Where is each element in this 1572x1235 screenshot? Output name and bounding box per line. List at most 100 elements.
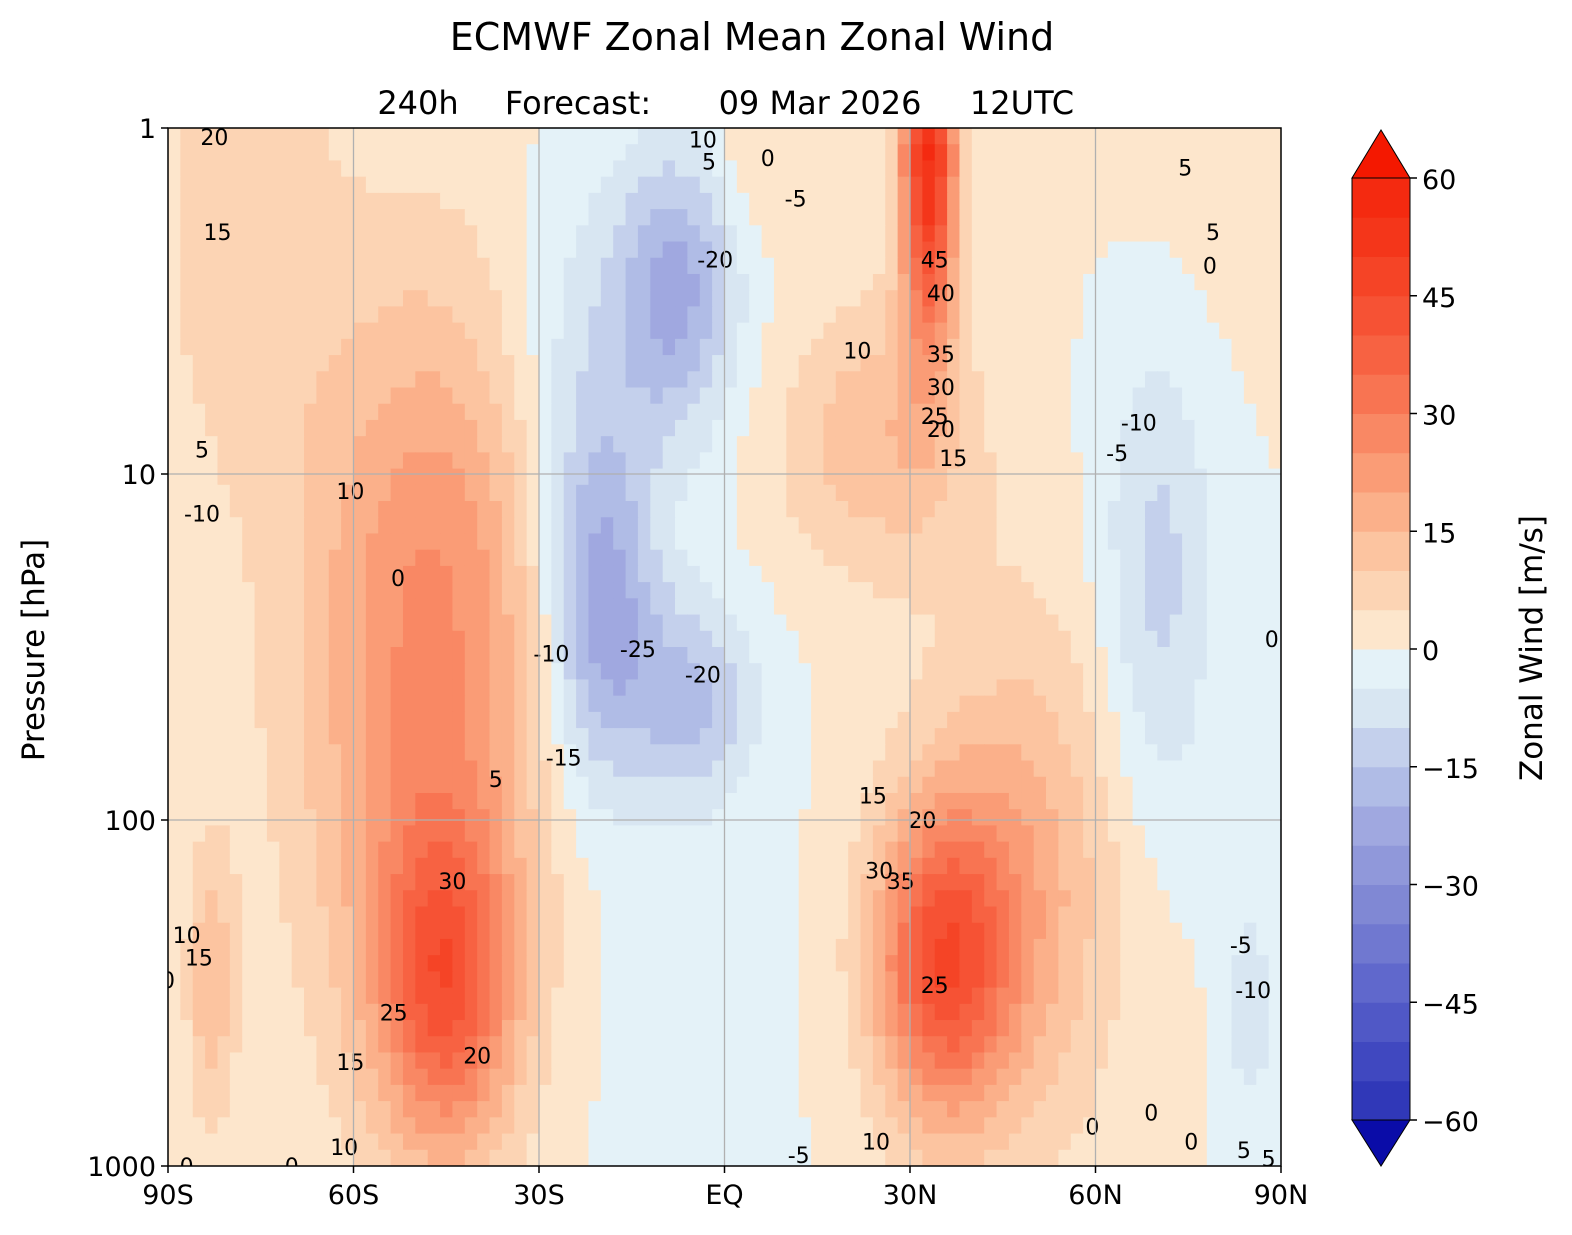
field-cell xyxy=(588,582,602,599)
field-cell xyxy=(600,1020,614,1037)
field-cell xyxy=(848,355,862,372)
field-cell xyxy=(934,144,948,162)
field-cell xyxy=(1021,971,1035,989)
field-cell xyxy=(773,387,787,405)
field-cell xyxy=(1231,744,1245,762)
field-cell xyxy=(885,695,899,713)
field-cell xyxy=(1219,598,1233,616)
field-cell xyxy=(464,322,478,340)
field-cell xyxy=(712,225,726,243)
field-cell xyxy=(613,614,627,632)
field-cell xyxy=(353,436,367,453)
field-cell xyxy=(1120,468,1134,486)
field-cell xyxy=(613,484,627,502)
field-cell xyxy=(600,987,614,1005)
field-cell xyxy=(1157,647,1171,664)
field-cell xyxy=(1182,419,1196,437)
field-cell xyxy=(1182,144,1196,162)
field-cell xyxy=(588,922,602,940)
field-cell xyxy=(823,192,837,210)
field-cell xyxy=(613,144,627,162)
field-cell xyxy=(168,338,181,356)
field-cell xyxy=(192,922,206,940)
field-cell xyxy=(872,306,886,324)
field-cell xyxy=(1144,322,1158,340)
field-cell xyxy=(464,614,478,632)
field-cell xyxy=(229,711,243,729)
field-cell xyxy=(687,874,701,891)
field-cell xyxy=(922,598,936,616)
field-cell xyxy=(378,549,392,567)
field-cell xyxy=(922,938,936,956)
field-cell xyxy=(266,841,280,859)
field-cell xyxy=(514,452,528,470)
field-cell xyxy=(910,484,923,502)
field-cell xyxy=(576,614,590,632)
field-cell xyxy=(773,744,787,762)
field-cell xyxy=(1046,192,1059,210)
field-cell xyxy=(1231,874,1245,891)
field-cell xyxy=(1120,144,1134,162)
field-cell xyxy=(180,679,194,697)
field-cell xyxy=(254,906,268,924)
field-cell xyxy=(242,273,256,291)
field-cell xyxy=(1070,273,1084,291)
field-cell xyxy=(588,176,602,194)
field-cell xyxy=(798,290,812,308)
field-cell xyxy=(910,468,923,486)
field-cell xyxy=(291,517,305,535)
field-cell xyxy=(971,128,985,145)
field-cell xyxy=(1046,322,1059,340)
field-cell xyxy=(254,387,268,405)
field-cell xyxy=(823,160,837,178)
field-cell xyxy=(440,1003,454,1021)
field-cell xyxy=(1219,371,1233,389)
field-cell xyxy=(501,484,515,502)
field-cell xyxy=(1132,614,1146,632)
field-cell xyxy=(922,128,936,145)
field-cell xyxy=(1070,825,1084,843)
field-cell xyxy=(984,711,998,729)
field-cell xyxy=(180,565,194,583)
field-cell xyxy=(353,306,367,324)
field-cell xyxy=(415,192,429,210)
field-cell xyxy=(1256,517,1270,535)
field-cell xyxy=(1008,760,1022,778)
field-cell xyxy=(1083,565,1097,583)
field-cell xyxy=(415,825,429,843)
field-cell xyxy=(699,533,713,551)
field-cell xyxy=(1008,1003,1022,1021)
field-cell xyxy=(712,338,726,356)
field-cell xyxy=(205,192,219,210)
field-cell xyxy=(662,306,676,324)
field-cell xyxy=(1219,484,1233,502)
field-cell xyxy=(910,922,923,940)
field-cell xyxy=(291,241,305,259)
field-cell xyxy=(1219,355,1233,372)
field-cell xyxy=(1256,825,1270,843)
field-cell xyxy=(1070,630,1084,648)
field-cell xyxy=(996,760,1010,778)
field-cell xyxy=(773,711,787,729)
field-cell xyxy=(304,695,317,713)
field-cell xyxy=(1219,273,1233,291)
field-cell xyxy=(823,549,837,567)
field-cell xyxy=(576,630,590,648)
field-cell xyxy=(934,160,948,178)
field-cell xyxy=(947,647,961,664)
field-cell xyxy=(736,614,750,632)
field-cell xyxy=(662,874,676,891)
field-cell xyxy=(1194,728,1208,745)
field-cell xyxy=(180,419,194,437)
field-cell xyxy=(440,501,454,518)
field-cell xyxy=(242,792,256,810)
field-cell xyxy=(872,582,886,599)
field-cell xyxy=(662,825,676,843)
field-cell xyxy=(1182,630,1196,648)
field-cell xyxy=(1194,598,1208,616)
field-cell xyxy=(736,452,750,470)
field-cell xyxy=(675,322,688,340)
field-cell xyxy=(353,711,367,729)
field-cell xyxy=(1070,906,1084,924)
field-cell xyxy=(415,468,429,486)
